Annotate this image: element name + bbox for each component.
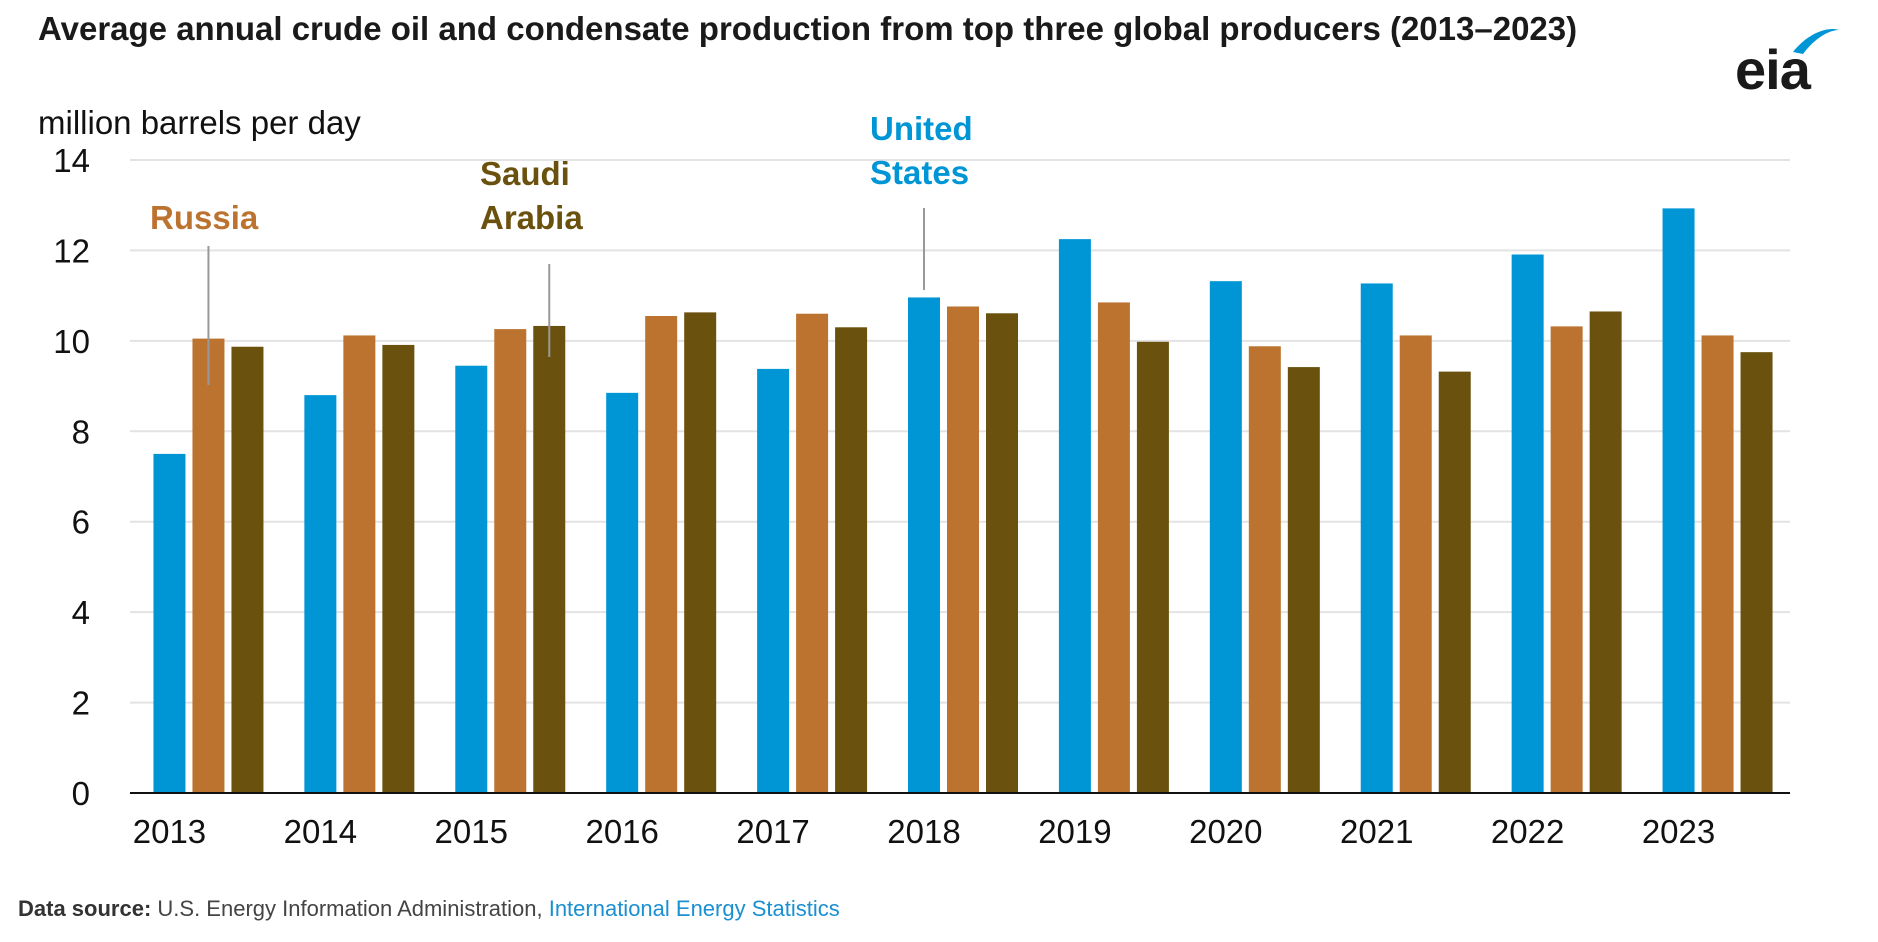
bar-chart: 0 2 4 6 8 10 12 14 2013 2014 2015 2016 2017 2018 2019…: [53, 110, 1790, 850]
bar: [645, 315, 678, 793]
bar: [986, 313, 1018, 793]
annotation-label: United: [870, 110, 973, 147]
bar: [304, 395, 337, 793]
x-tick-label: 2014: [284, 813, 357, 850]
y-tick-label: 8: [72, 413, 90, 450]
chart-title: Average annual crude oil and condensate …: [38, 10, 1578, 47]
bar: [382, 344, 415, 793]
bar: [757, 368, 790, 793]
bar: [1740, 352, 1773, 793]
bar: [1701, 335, 1734, 793]
bar: [455, 365, 488, 793]
y-tick-label: 14: [53, 142, 90, 179]
bar: [684, 312, 717, 793]
bar: [153, 453, 186, 793]
bar: [606, 392, 639, 793]
bar: [1058, 239, 1091, 793]
data-source: Data source: U.S. Energy Information Adm…: [18, 896, 840, 922]
bar: [1287, 367, 1320, 793]
bar: [533, 325, 566, 793]
bar: [796, 313, 829, 793]
y-tick-label: 2: [72, 685, 90, 722]
logo-swoosh-icon: [1793, 28, 1839, 54]
x-tick-label: 2023: [1642, 813, 1715, 850]
data-source-link[interactable]: International Energy Statistics: [548, 896, 840, 921]
y-tick-label: 6: [72, 504, 90, 541]
bar: [494, 329, 527, 793]
bar: [1589, 311, 1622, 793]
annotation-label: Arabia: [480, 199, 583, 236]
bar: [1662, 208, 1695, 794]
bar: [231, 346, 264, 793]
x-tick-label: 2018: [887, 813, 960, 850]
y-axis-ticks: 0 2 4 6 8 10 12 14: [53, 142, 90, 812]
annotation-label: States: [870, 154, 969, 191]
eia-logo: eia: [1723, 14, 1843, 104]
y-tick-label: 4: [72, 594, 90, 631]
bar: [1360, 283, 1393, 793]
y-tick-label: 0: [72, 775, 90, 812]
annotation-label: Russia: [150, 199, 259, 236]
bar: [947, 306, 979, 793]
bar: [908, 297, 940, 793]
x-tick-label: 2020: [1189, 813, 1262, 850]
x-tick-label: 2015: [435, 813, 508, 850]
bar: [192, 338, 225, 793]
x-axis-ticks: 2013 2014 2015 2016 2017 2018 2019 2020 2021 2022…: [133, 813, 1716, 850]
bar: [1399, 335, 1432, 793]
data-source-label: Data source:: [18, 896, 152, 921]
x-tick-label: 2021: [1340, 813, 1413, 850]
y-tick-label: 12: [53, 232, 90, 269]
bars: [153, 208, 1773, 794]
bar: [1438, 371, 1471, 793]
logo-text: eia: [1735, 38, 1811, 101]
bar: [1550, 326, 1583, 793]
x-tick-label: 2013: [133, 813, 206, 850]
data-source-text: U.S. Energy Information Administration,: [157, 896, 543, 921]
bar: [1136, 341, 1169, 793]
bar: [835, 327, 868, 793]
series-annotations: Russia Saudi Arabia United States: [150, 110, 973, 385]
x-tick-label: 2019: [1038, 813, 1111, 850]
x-tick-label: 2016: [585, 813, 658, 850]
bar: [343, 335, 376, 793]
x-tick-label: 2022: [1491, 813, 1564, 850]
annotation-label: Saudi: [480, 155, 570, 192]
bar: [1248, 346, 1281, 793]
y-tick-label: 10: [53, 323, 90, 360]
bar: [1209, 281, 1242, 793]
x-tick-label: 2017: [736, 813, 809, 850]
bar: [1097, 302, 1130, 793]
y-axis-unit-label: million barrels per day: [38, 104, 361, 141]
bar: [1511, 254, 1544, 793]
